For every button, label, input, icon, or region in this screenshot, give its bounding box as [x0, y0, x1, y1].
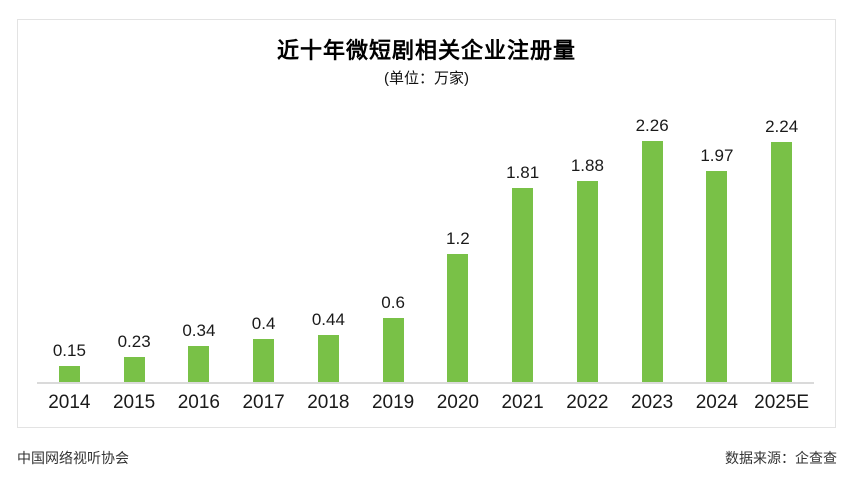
- x-axis-tick-label: 2015: [112, 392, 156, 413]
- bar-column: 0.6: [361, 116, 426, 382]
- plot-area: 0.15 0.23 0.34 0.4 0.44 0.6 1.2 1.81 1.88 2.26 1.9…: [37, 116, 814, 384]
- footer: 中国网络视听协会 数据来源：企查查: [17, 448, 837, 468]
- bar: [641, 141, 663, 382]
- footer-source-right: 数据来源：企查查: [725, 452, 837, 467]
- bar-value-label: 1.97: [700, 146, 734, 165]
- x-axis-tick-label: 2019: [371, 392, 415, 413]
- x-axis-tick-label: 2025E: [754, 392, 810, 413]
- bar: [447, 254, 469, 382]
- bar: [382, 318, 404, 382]
- bar-column: 1.88: [555, 116, 620, 382]
- bar: [188, 346, 210, 382]
- bar-column: 0.23: [102, 116, 167, 382]
- bar: [317, 335, 339, 382]
- bar-column: 0.4: [231, 116, 296, 382]
- bar: [512, 188, 534, 382]
- x-axis-tick-label: 2024: [695, 392, 739, 413]
- bar: [58, 366, 80, 382]
- bar-value-label: 0.34: [182, 321, 216, 340]
- x-axis-tick-label: 2017: [242, 392, 285, 413]
- chart-frame: 近十年微短剧相关企业注册量 (单位：万家) 0.15 0.23 0.34 0.4 0.4…: [17, 19, 836, 428]
- x-axis-tick-label: 2016: [177, 392, 221, 413]
- bar-value-label: 1.2: [446, 229, 470, 248]
- x-axis-tick-label: 2023: [630, 392, 674, 413]
- footer-source-left: 中国网络视听协会: [17, 452, 129, 467]
- bar-value-label: 1.88: [570, 156, 604, 175]
- bar-value-label: 0.15: [52, 341, 86, 360]
- bar-column: 2.26: [620, 116, 685, 382]
- bar-column: 0.15: [37, 116, 102, 382]
- chart-subtitle: (单位：万家): [384, 70, 469, 87]
- bar: [253, 339, 275, 382]
- bar: [706, 171, 728, 382]
- bar: [123, 357, 145, 382]
- bar-column: 0.34: [167, 116, 232, 382]
- x-axis-tick-label: 2021: [501, 392, 544, 413]
- bar-value-label: 2.24: [765, 117, 799, 136]
- x-axis-tick-label: 2022: [566, 392, 609, 413]
- bar-value-label: 0.23: [117, 332, 151, 351]
- chart-title: 近十年微短剧相关企业注册量: [276, 38, 576, 63]
- x-axis-tick-label: 2018: [307, 392, 350, 413]
- bar-value-label: 2.26: [635, 116, 669, 135]
- x-axis-tick-label: 2014: [48, 392, 91, 413]
- x-axis-tick-label: 2020: [436, 392, 480, 413]
- x-axis: 2014 2015 2016 2017 2018 2019 2020 2021 2022 2023…: [37, 392, 814, 414]
- bar-column: 0.44: [296, 116, 361, 382]
- bar-value-label: 0.44: [311, 310, 345, 329]
- bar-value-label: 0.4: [251, 314, 276, 333]
- bar-column: 1.81: [490, 116, 555, 382]
- bar-value-label: 0.6: [381, 293, 405, 312]
- bar-column: 2.24: [749, 116, 814, 382]
- bar-column: 1.97: [685, 116, 750, 382]
- bar-value-label: 1.81: [506, 163, 540, 182]
- bar: [771, 142, 793, 382]
- bar-column: 1.2: [426, 116, 491, 382]
- bar: [576, 181, 598, 382]
